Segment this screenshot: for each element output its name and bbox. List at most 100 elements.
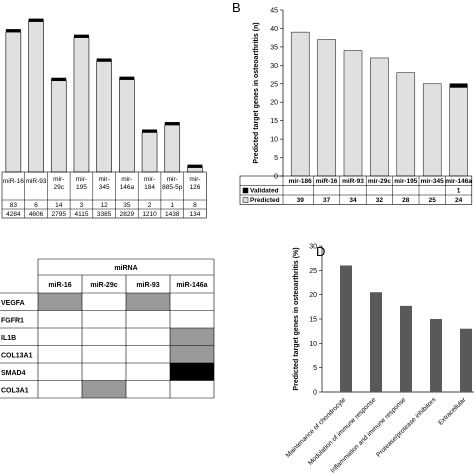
bar-predicted [164,124,181,173]
panel-b-letter: B [232,0,241,15]
category-label: miR-93 [342,178,364,185]
predicted-count: 39 [297,197,305,204]
y-tick-label: 30 [270,63,278,70]
x-tick-label: Maintenance of chondrocyte [285,396,348,459]
panel-a-chart: miR-16834284miR-9364606mir-29c142795mir-… [1,18,207,219]
bar-validated [51,77,67,81]
category-label: 345 [99,184,110,191]
predicted-count: 3385 [97,211,112,218]
y-tick-label: 20 [270,100,278,107]
bar-validated [73,34,89,38]
bar-predicted [73,37,90,173]
bar [370,292,382,392]
category-label: miR-16 [316,178,338,185]
cell-fill [170,345,214,363]
bar-predicted [96,61,112,173]
predicted-count: 24 [455,197,463,204]
bar-validated [449,83,468,88]
predicted-count: 4115 [74,211,88,218]
validated-count: 2 [148,202,152,209]
category-label: mir- [167,176,178,183]
legend-label: Predicted [250,197,280,204]
validated-count: 1 [170,202,174,209]
bar-validated [164,122,180,126]
x-tick-label: Protease/protease inhibitors [375,396,438,459]
legend-swatch [242,197,249,203]
table-column-header: miR-16 [48,282,71,289]
y-tick-label: 20 [309,292,317,299]
legend-label: Validated [250,188,279,195]
category-label: mir-195 [394,178,418,185]
bar-predicted [396,72,416,177]
y-tick-label: 25 [270,81,278,88]
y-tick-label: 0 [274,174,278,181]
bar-validated [187,164,203,168]
y-tick-label: 45 [270,8,278,15]
bar-predicted [5,31,22,173]
validated-count: 6 [34,202,38,209]
predicted-count: 37 [323,197,331,204]
panel-b-chart: 0 5 10 15 20 25 30 35 40 45 Predicted target genes… [239,8,472,205]
category-label: mir- [76,176,87,183]
table-row-label: IL1B [1,335,16,342]
table-column-header: miR-146a [176,282,207,289]
y-tick-label: 35 [270,44,278,51]
bar-predicted [449,87,468,177]
cell-fill [38,293,82,311]
bar-predicted [187,167,203,173]
bar-validated [28,18,44,22]
table-column-header: miR-93 [136,282,159,289]
y-tick-label: 40 [270,26,278,33]
category-label: mir-345 [421,178,445,185]
bar-predicted [50,80,67,173]
predicted-count: 2829 [120,211,135,218]
bar [430,319,442,392]
table-row-label: FGFR1 [1,318,24,325]
predicted-count: 4606 [29,211,44,218]
predicted-count: 25 [429,197,437,204]
category-label: mir- [53,176,64,183]
table-group-header: miRNA [114,265,137,272]
y-tick-label: 30 [309,244,317,251]
bar-validated [119,76,135,80]
y-tick-label: 10 [309,341,317,348]
category-label: mir- [121,176,132,183]
validated-count: 12 [101,202,109,209]
category-label: miR-93 [26,178,47,185]
y-tick-label: 15 [309,317,317,324]
predicted-count: 134 [190,211,201,218]
bar-predicted [317,39,336,177]
bar [460,328,472,392]
bar [340,265,352,392]
bar-predicted [370,57,389,177]
category-label: miR-16 [3,178,24,185]
predicted-count: 34 [349,197,357,204]
category-label: mir- [144,176,155,183]
validated-count: 14 [55,202,63,209]
table-column-header: miR-29c [90,282,117,289]
validated-count: 1 [457,188,461,195]
cell-fill [170,363,214,381]
panel-d-chart: 0 5 10 15 20 25 30 Predicted target genes in os… [285,244,474,474]
table-row-label: SMAD4 [1,370,26,377]
category-label: mir-186 [289,178,313,185]
legend-swatch [242,187,249,194]
cell-fill [126,293,170,311]
cell-fill [82,380,126,398]
bar-predicted [290,31,310,177]
cell-fill [170,328,214,346]
table-border [1,171,207,219]
predicted-count: 28 [402,197,410,204]
y-tick-label: 5 [313,365,317,372]
category-label: 126 [190,184,201,191]
bar-validated [142,129,158,133]
category-label: mir- [189,176,200,183]
y-tick-label: 10 [270,137,278,144]
bar-predicted [343,50,363,177]
y-tick-label: 25 [309,268,317,275]
category-label: 184 [144,184,155,191]
category-label: mir- [99,176,110,183]
bar-validated [5,29,21,33]
category-label: 885-5p [162,184,183,191]
